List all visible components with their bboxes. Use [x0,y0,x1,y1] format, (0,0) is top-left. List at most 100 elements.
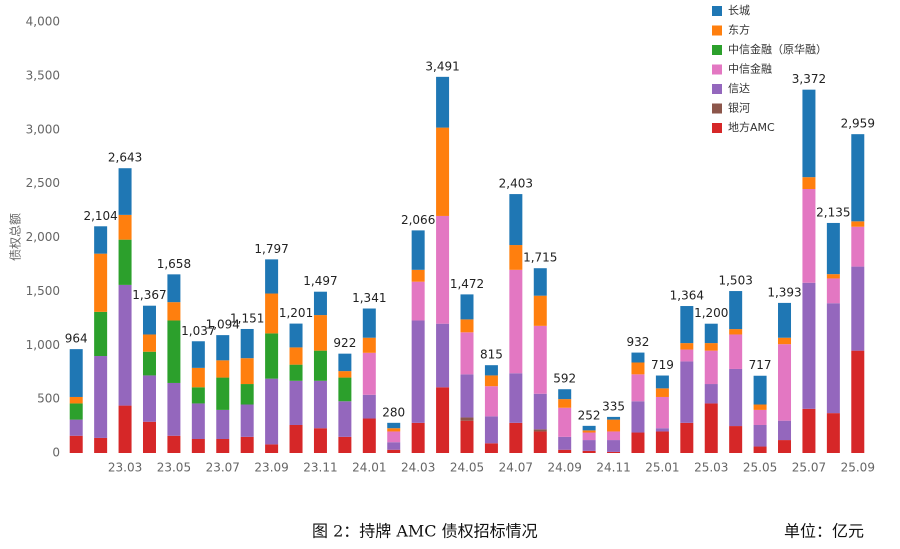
bar-segment [387,442,401,450]
bar-segment [265,333,279,379]
total-label: 719 [651,358,674,372]
bar-segment [216,335,230,361]
legend-label: 中信金融（原华融） [728,42,827,56]
bar-segment [436,387,450,453]
bar-segment [313,291,327,316]
x-tick-label: 25.09 [841,461,875,475]
bar-segment [191,387,205,404]
bar-segment [778,337,792,345]
bar-segment [582,450,596,453]
bar-segment [753,409,767,425]
bar-segment [778,302,792,338]
bar-segment [240,384,254,405]
total-label: 2,959 [841,117,875,131]
bar-segment [362,418,376,453]
bar-segment [558,407,572,437]
bar-segment [313,350,327,381]
bar-segment [362,394,376,419]
bar-segment [387,422,401,429]
bar-segment [802,177,816,190]
bar-segment [436,323,450,388]
legend-swatch [712,6,722,16]
bar-segment [265,444,279,453]
bar-segment [509,269,523,374]
total-label: 1,367 [132,288,166,302]
bar-segment [313,380,327,429]
bar-segment [240,358,254,385]
bar-segment [509,422,523,453]
bar-segment [460,420,474,453]
bar-segment [802,408,816,453]
bar-segment [753,404,767,410]
total-label: 964 [65,332,88,346]
bar-segment [533,325,547,394]
bar-segment [436,215,450,324]
bar-segment [289,364,303,381]
bar-segment [411,230,425,270]
bar-segment [826,278,840,304]
total-label: 1,341 [352,291,386,305]
bar-segment [313,315,327,351]
bar-segment [704,343,718,351]
bar-segment [240,436,254,453]
legend-swatch [712,64,722,75]
bar-segment [362,337,376,353]
total-label: 2,403 [499,177,533,191]
bar-segment [631,362,645,375]
y-tick-label: 2,500 [26,176,60,190]
y-tick-label: 4,000 [26,15,60,29]
bar-segment [802,189,816,283]
total-label: 1,151 [230,311,264,325]
total-label: 1,497 [303,274,337,288]
total-label: 335 [602,399,625,413]
bar-segment [436,76,450,128]
bar-segment [533,431,547,453]
bar-segment [582,425,596,431]
y-tick-label: 3,500 [26,68,60,82]
bar-segment [631,432,645,453]
bar-segment [142,351,156,376]
legend-label: 地方AMC [728,120,775,134]
bar-segment [704,323,718,344]
bar-segment [753,446,767,453]
bar-segment [826,274,840,279]
bar-segment [265,259,279,294]
bar-segment [387,431,401,443]
bar-segment [558,389,572,400]
bar-segment [387,428,401,432]
bar-segment [69,435,83,453]
total-label: 3,491 [425,59,459,73]
bar-segment [704,384,718,404]
bar-segment [265,378,279,445]
bar-segment [167,435,181,453]
bar-segment [216,377,230,410]
bar-segment [802,89,816,178]
x-tick-label: 24.05 [450,461,484,475]
bar-segment [411,422,425,453]
bar-segment [484,443,498,453]
bar-segment [338,371,352,378]
bar-segment [289,380,303,425]
bar-segment [704,350,718,385]
legend-label: 中信金融 [728,62,772,76]
bar-segment [729,329,743,335]
total-label: 2,643 [108,151,142,165]
bar-segment [142,305,156,335]
bar-segment [167,320,181,383]
bar-segment [216,438,230,453]
bar-segment [265,293,279,334]
bar-segment [94,356,108,438]
bar-segment [655,396,669,429]
bar-segment [631,401,645,433]
bar-segment [436,127,450,216]
x-tick-label: 23.07 [206,461,240,475]
bar-segment [680,349,694,362]
bar-segment [118,168,132,215]
bar-segment [142,334,156,352]
total-label: 1,797 [254,242,288,256]
bar-segment [142,375,156,422]
bar-segment [167,274,181,303]
bar-segment [289,347,303,365]
y-tick-label: 1,000 [26,338,60,352]
